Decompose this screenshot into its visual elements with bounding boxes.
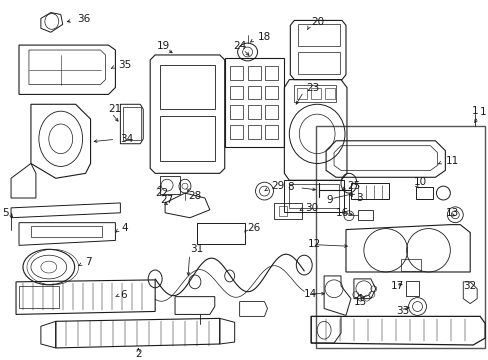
Text: 26: 26	[247, 222, 260, 233]
Bar	[160, 176, 180, 194]
Text: 16: 16	[335, 208, 348, 218]
Bar	[325, 87, 334, 99]
Bar	[265, 66, 278, 80]
Text: 36: 36	[78, 14, 91, 24]
Bar	[229, 105, 242, 119]
Text: 11: 11	[445, 156, 458, 166]
Text: 22: 22	[155, 188, 168, 198]
Text: 25: 25	[346, 181, 360, 191]
Bar	[160, 116, 214, 161]
Text: 30: 30	[305, 203, 318, 213]
Text: 14: 14	[304, 289, 317, 299]
Bar	[197, 223, 244, 244]
Text: 33: 33	[395, 306, 408, 316]
Text: 12: 12	[307, 239, 321, 249]
Text: 2: 2	[135, 349, 142, 359]
Text: 20: 20	[310, 17, 324, 27]
Text: 13: 13	[445, 208, 458, 218]
Bar	[265, 86, 278, 99]
Bar	[229, 86, 242, 99]
Text: 24: 24	[233, 41, 246, 51]
Bar	[229, 66, 242, 80]
Bar	[229, 125, 242, 139]
Bar	[224, 58, 284, 147]
Text: 10: 10	[413, 177, 426, 187]
Bar	[357, 210, 372, 220]
Text: 31: 31	[189, 244, 203, 254]
Bar	[284, 180, 343, 212]
Text: 27: 27	[160, 195, 173, 205]
Bar	[19, 286, 59, 307]
Text: 8: 8	[287, 182, 294, 192]
Bar	[294, 85, 335, 102]
Text: 23: 23	[305, 82, 319, 93]
Text: 3: 3	[355, 193, 362, 203]
Text: 1: 1	[479, 107, 486, 117]
Bar	[160, 65, 214, 109]
Text: 19: 19	[156, 41, 169, 51]
Bar	[350, 183, 388, 199]
Bar	[298, 24, 339, 46]
Text: 18: 18	[257, 32, 270, 42]
Text: 34: 34	[120, 134, 133, 144]
Bar	[274, 203, 302, 219]
Bar	[297, 87, 306, 99]
Bar	[415, 187, 432, 199]
Text: 7: 7	[85, 257, 92, 267]
Bar	[310, 87, 321, 99]
Bar	[405, 281, 418, 296]
Bar	[289, 184, 338, 208]
Bar	[123, 107, 141, 140]
Text: 1: 1	[471, 106, 478, 116]
Bar	[247, 86, 260, 99]
Bar	[265, 125, 278, 139]
Bar	[279, 206, 287, 216]
Bar	[31, 226, 102, 238]
Text: 29: 29	[271, 181, 284, 191]
Text: 9: 9	[325, 195, 332, 205]
Text: 6: 6	[120, 290, 127, 300]
Bar	[265, 105, 278, 119]
Text: 35: 35	[118, 60, 131, 70]
Bar	[316, 126, 484, 348]
Bar	[400, 259, 420, 271]
Bar	[247, 125, 260, 139]
Text: 5: 5	[2, 208, 9, 218]
Text: 21: 21	[108, 104, 122, 114]
Bar	[298, 52, 339, 74]
Bar	[247, 66, 260, 80]
Text: 28: 28	[187, 191, 201, 201]
Text: 4: 4	[121, 222, 128, 233]
Bar	[247, 105, 260, 119]
Text: 17: 17	[390, 281, 403, 291]
Text: 15: 15	[353, 297, 366, 307]
Text: 32: 32	[462, 281, 475, 291]
